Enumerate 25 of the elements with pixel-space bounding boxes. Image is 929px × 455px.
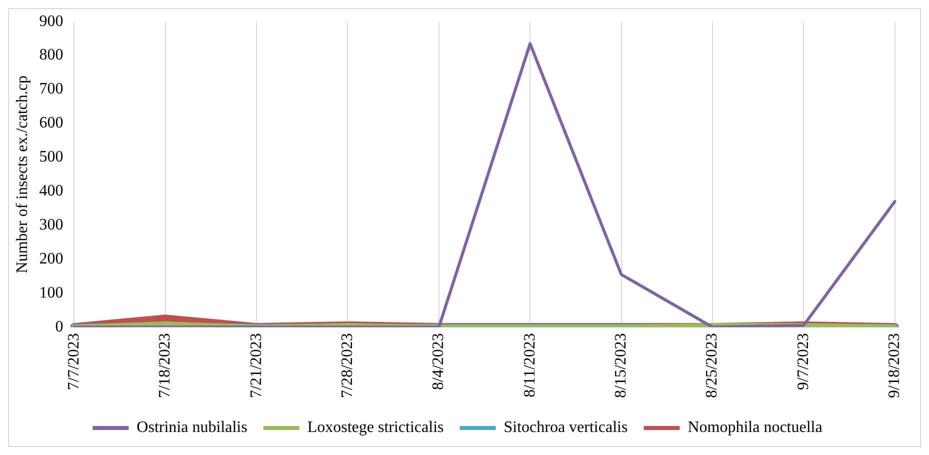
y-tick-label: 800 (39, 46, 64, 64)
y-tick-label: 700 (39, 80, 64, 98)
x-tick-label: 7/28/2023 (338, 333, 356, 398)
y-tick-label: 0 (55, 318, 64, 336)
x-tick-label: 7/7/2023 (65, 333, 82, 390)
x-tick-label: 7/21/2023 (248, 333, 265, 398)
y-tick-label: 500 (39, 148, 64, 166)
x-tick-label: 9/7/2023 (794, 333, 812, 390)
y-tick-label: 900 (39, 12, 64, 30)
y-tick-label: 100 (39, 284, 64, 302)
y-axis-title: Number of insects ex./catch.cp (14, 76, 31, 274)
y-tick-label: 600 (39, 114, 64, 132)
legend-label: Loxostege stricticalis (307, 419, 444, 436)
legend-label: Nomophila noctuella (688, 419, 822, 436)
x-tick-label: 8/11/2023 (521, 333, 538, 398)
y-tick-label: 200 (39, 250, 64, 268)
x-tick-label: 8/15/2023 (612, 333, 630, 398)
y-tick-label: 300 (39, 216, 64, 234)
x-tick-label: 8/25/2023 (704, 333, 721, 398)
x-tick-label: 8/4/2023 (430, 333, 448, 390)
y-tick-label: 400 (39, 182, 64, 200)
x-tick-label: 9/18/2023 (886, 333, 904, 398)
legend-label: Sitochroa verticalis (504, 419, 628, 436)
legend-label: Ostrinia nubilalis (136, 419, 248, 436)
x-tick-label: 7/18/2023 (156, 333, 174, 398)
